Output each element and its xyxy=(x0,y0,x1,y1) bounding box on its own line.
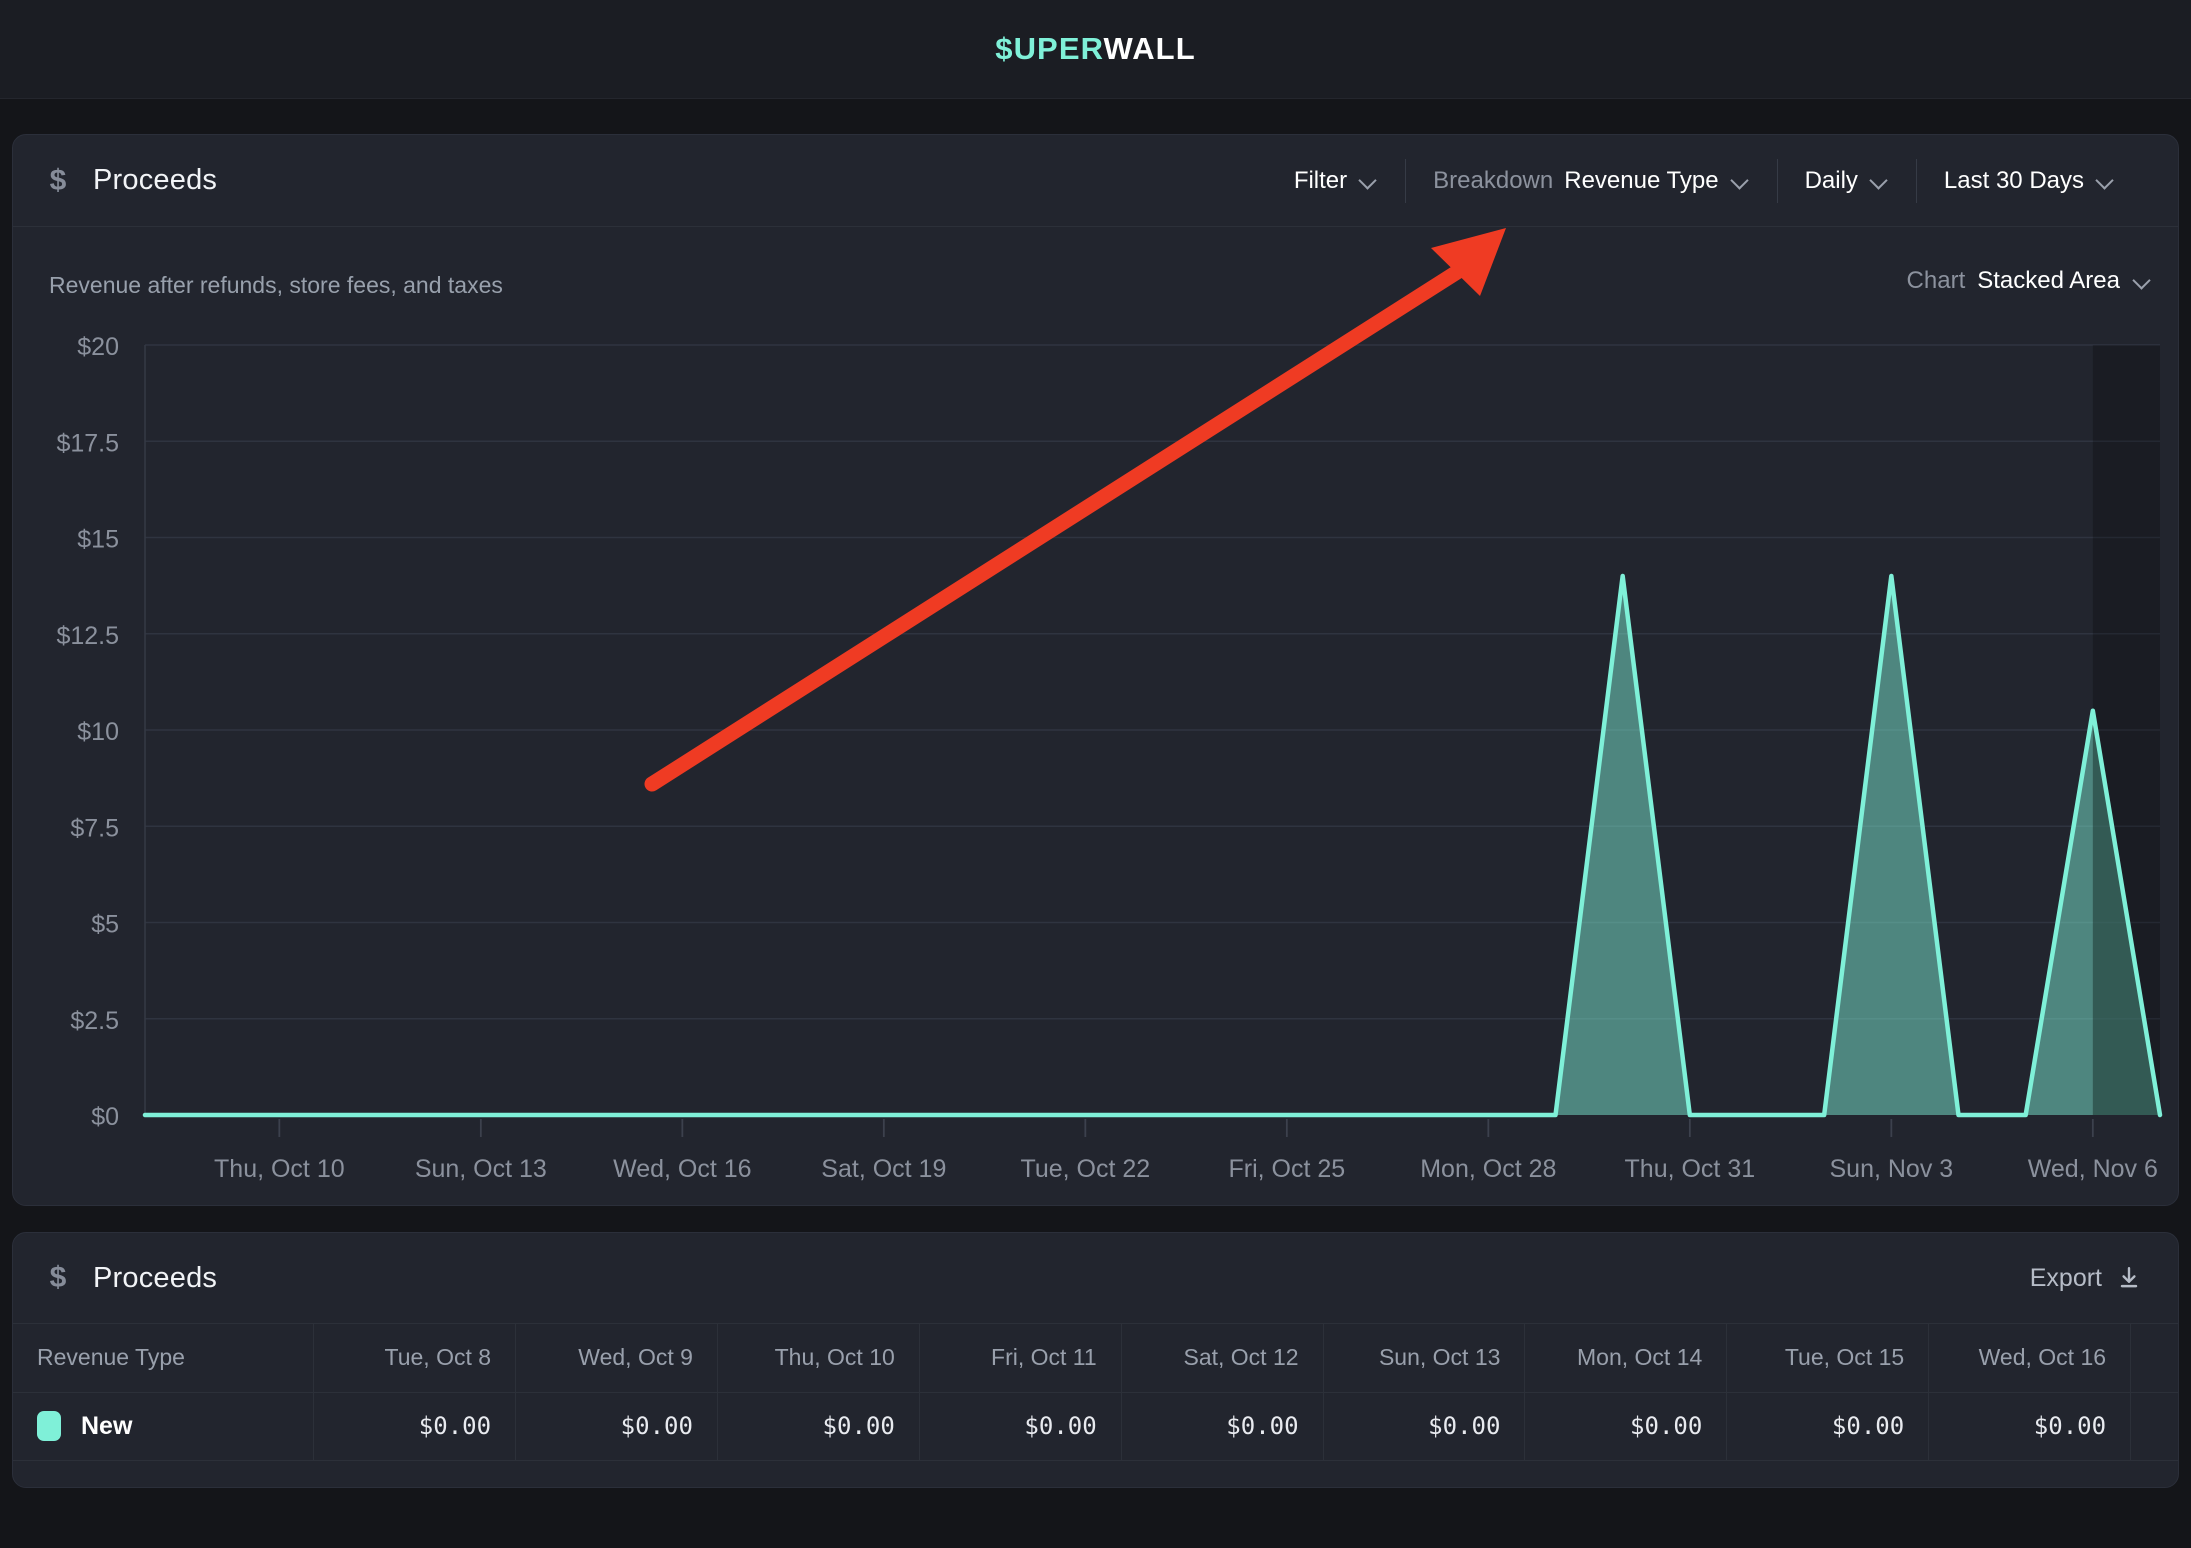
download-icon xyxy=(2120,1267,2138,1288)
logo-text-primary: $UPER xyxy=(995,31,1104,66)
table-col-header-date[interactable]: Sat, Oct 12 xyxy=(1121,1324,1324,1393)
table-cell-value: $0.00 xyxy=(1121,1392,1324,1461)
x-axis-tick-label: Tue, Oct 22 xyxy=(1020,1155,1150,1183)
x-axis-tick-label: Thu, Oct 10 xyxy=(214,1155,345,1183)
y-axis-tick-label: $12.5 xyxy=(56,622,119,650)
table-cell-value: $0.00 xyxy=(1524,1392,1728,1461)
table-row-label: New xyxy=(13,1392,315,1461)
series-color-swatch xyxy=(37,1411,61,1441)
table-cell-value: $0.00 xyxy=(313,1392,517,1461)
chevron-down-icon xyxy=(1360,172,1378,190)
toolbar-divider xyxy=(1776,158,1778,203)
x-axis-tick-label: Fri, Oct 25 xyxy=(1228,1155,1345,1183)
table-body: New $0.00 $0.00 $0.00 $0.00 $0.00 $0.00 $0.00 $0… xyxy=(13,1392,2178,1461)
table-col-header-date[interactable]: Thu, Oct 10 xyxy=(717,1324,920,1393)
table-col-header-date[interactable]: Fri, Oct 11 xyxy=(919,1324,1122,1393)
proceeds-table-wrapper[interactable]: Revenue Type Tue, Oct 8 Wed, Oct 9 Thu, Oct… xyxy=(13,1323,2178,1461)
y-axis-tick-label: $5 xyxy=(91,911,119,939)
chart-card-header: $ Proceeds Filter Breakdown Revenue Type… xyxy=(13,135,2178,227)
table-col-header-date[interactable]: Mon, Oct 14 xyxy=(1524,1324,1728,1393)
x-axis-tick-label: Sun, Oct 13 xyxy=(415,1155,547,1183)
x-axis-tick-label: Wed, Oct 16 xyxy=(613,1155,752,1183)
y-axis-tick-label: $0 xyxy=(91,1103,119,1131)
table-row[interactable]: New $0.00 $0.00 $0.00 $0.00 $0.00 $0.00 $0.00 $0… xyxy=(13,1392,2178,1461)
top-bar: $UPERWALL xyxy=(0,0,2191,99)
chart-body: Revenue after refunds, store fees, and t… xyxy=(13,227,2178,1205)
toolbar-divider xyxy=(1915,158,1917,203)
x-axis-tick-label: Sun, Nov 3 xyxy=(1829,1155,1953,1183)
table-cell-value: $0.00 xyxy=(919,1392,1122,1461)
y-axis-tick-label: $10 xyxy=(77,718,119,746)
proceeds-chart-card: $ Proceeds Filter Breakdown Revenue Type… xyxy=(12,134,2179,1206)
partial-period-overlay xyxy=(2092,345,2160,1115)
dollar-icon: $ xyxy=(49,1261,67,1294)
table-cell-value: $0.00 xyxy=(1928,1392,2132,1461)
table-title: Proceeds xyxy=(93,1261,218,1294)
chart-subtitle: Revenue after refunds, store fees, and t… xyxy=(49,272,503,298)
chart-title-group: $ Proceeds xyxy=(49,164,217,197)
chart-toolbar: Filter Breakdown Revenue Type Daily Last… xyxy=(1267,157,2142,205)
breakdown-label: Breakdown xyxy=(1433,166,1554,194)
chevron-down-icon xyxy=(2134,272,2152,290)
series-line-new xyxy=(142,573,2163,1118)
export-button[interactable]: Export xyxy=(2030,1264,2142,1293)
series-name: New xyxy=(81,1411,133,1440)
y-axis-tick-label: $15 xyxy=(77,526,119,554)
page-title: Proceeds xyxy=(93,164,218,196)
logo-text-secondary: WALL xyxy=(1103,31,1196,66)
chevron-down-icon xyxy=(1871,172,1889,190)
chart-type-value: Stacked Area xyxy=(1977,267,2120,294)
chart-type-label: Chart xyxy=(1906,267,1966,294)
toolbar-divider xyxy=(1405,158,1407,203)
x-axis-tick-label: Wed, Nov 6 xyxy=(2028,1155,2158,1183)
filter-label: Filter xyxy=(1293,166,1348,194)
table-col-header-date[interactable]: Sun, Oct 13 xyxy=(1323,1324,1526,1393)
x-axis-tick-label: Mon, Oct 28 xyxy=(1420,1155,1556,1183)
chevron-down-icon xyxy=(1732,172,1750,190)
table-header-row: Revenue Type Tue, Oct 8 Wed, Oct 9 Thu, Oct… xyxy=(13,1324,2178,1393)
table-col-header-date[interactable]: Wed, Oct 9 xyxy=(515,1324,718,1393)
table-cell-value: $0 xyxy=(2130,1392,2178,1461)
table-col-header-date[interactable]: Tue, Oct 15 xyxy=(1726,1324,1930,1393)
stacked-area-chart[interactable]: $0 $2.5 $5 $7.5 $10 $12.5 $15 $17.5 $20 Thu, Oct … xyxy=(13,323,2178,1203)
y-axis-tick-label: $20 xyxy=(77,333,119,361)
table-col-header-date[interactable]: Wed, Oct 16 xyxy=(1928,1324,2132,1393)
granularity-dropdown[interactable]: Daily xyxy=(1778,158,1916,204)
y-axis-tick-label: $17.5 xyxy=(56,429,119,457)
chart-type-dropdown[interactable]: Chart Stacked Area xyxy=(1907,267,2152,295)
chart-plot-area[interactable]: $0 $2.5 $5 $7.5 $10 $12.5 $15 $17.5 $20 Thu, Oct … xyxy=(13,323,2178,1203)
table-col-header-date[interactable]: Tue, Oct 8 xyxy=(313,1324,517,1393)
proceeds-table: Revenue Type Tue, Oct 8 Wed, Oct 9 Thu, Oct… xyxy=(13,1324,2178,1461)
y-axis-tick-label: $7.5 xyxy=(70,814,119,842)
x-axis-tick-label: Thu, Oct 31 xyxy=(1625,1155,1756,1183)
filter-dropdown[interactable]: Filter xyxy=(1267,158,1405,204)
table-col-header-date[interactable]: Thu, O xyxy=(2130,1324,2178,1393)
x-axis-tick-label: Sat, Oct 19 xyxy=(821,1155,946,1183)
export-label: Export xyxy=(2029,1263,2102,1292)
table-cell-value: $0.00 xyxy=(515,1392,718,1461)
series-area-new xyxy=(145,576,2160,1115)
date-range-value: Last 30 Days xyxy=(1943,166,2084,194)
table-cell-value: $0.00 xyxy=(1726,1392,1930,1461)
table-head: Revenue Type Tue, Oct 8 Wed, Oct 9 Thu, Oct… xyxy=(13,1324,2178,1393)
breakdown-dropdown[interactable]: Breakdown Revenue Type xyxy=(1406,158,1776,204)
date-range-dropdown[interactable]: Last 30 Days xyxy=(1917,158,2142,204)
breakdown-value: Revenue Type xyxy=(1564,166,1719,194)
proceeds-table-card: $ Proceeds Export Revenue Type Tue, Oct 8… xyxy=(12,1232,2179,1488)
chevron-down-icon xyxy=(2097,172,2115,190)
granularity-value: Daily xyxy=(1804,166,1858,194)
table-cell-value: $0.00 xyxy=(717,1392,920,1461)
superwall-logo[interactable]: $UPERWALL xyxy=(995,31,1196,67)
table-card-header: $ Proceeds Export xyxy=(13,1233,2178,1323)
y-axis-tick-label: $2.5 xyxy=(70,1007,119,1035)
table-col-header-rowlabel[interactable]: Revenue Type xyxy=(13,1324,315,1393)
dollar-icon: $ xyxy=(49,163,67,197)
table-cell-value: $0.00 xyxy=(1323,1392,1526,1461)
table-title-group: $ Proceeds xyxy=(49,1262,217,1295)
